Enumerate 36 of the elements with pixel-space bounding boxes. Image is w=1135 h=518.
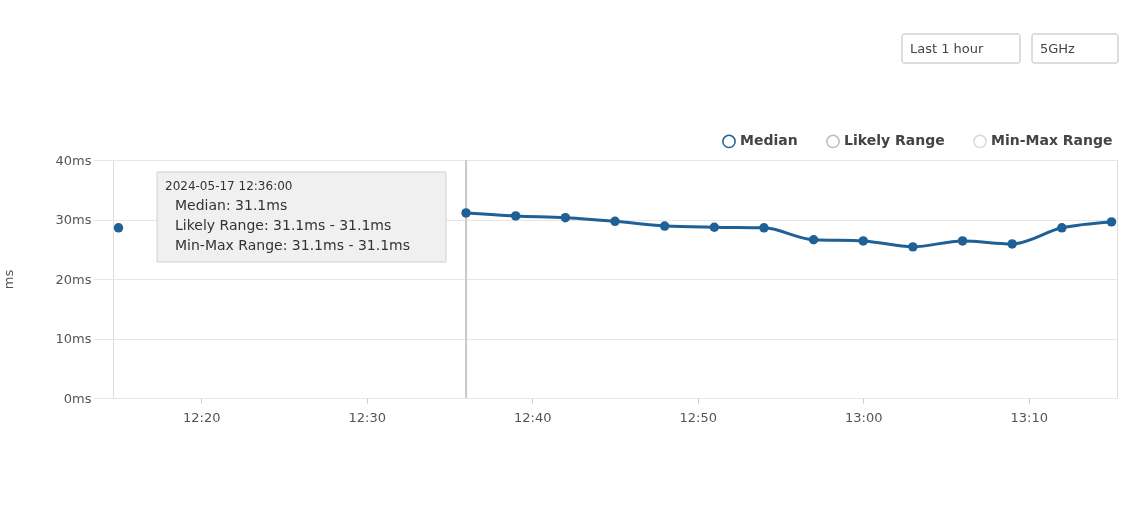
- point: [1007, 239, 1017, 249]
- point: [113, 223, 124, 233]
- point: [610, 216, 620, 227]
- x-tick-label: 12:30: [348, 409, 386, 425]
- y-tick-label: 20ms: [55, 271, 92, 287]
- y-tick-label: 30ms: [55, 212, 92, 227]
- legend-label: Median: [740, 132, 798, 149]
- y-axis-title: ms: [0, 269, 16, 290]
- point: [1106, 217, 1117, 227]
- text: Last 1 hour: [910, 41, 985, 56]
- annotation: 2024-05-17 12:36:00: [165, 179, 293, 193]
- point: [808, 235, 819, 245]
- text: 5GHz: [1040, 41, 1076, 56]
- point: [659, 221, 670, 231]
- point: [510, 211, 521, 221]
- point: [461, 208, 471, 218]
- legend-label: Likely Range: [844, 132, 945, 149]
- y-tick-label: 40ms: [55, 152, 92, 168]
- x-tick-label: 12:20: [183, 409, 221, 425]
- annotation: Median: 31.1ms: [175, 197, 288, 213]
- y-tick-label: 0ms: [63, 390, 92, 406]
- x-tick-label: 13:10: [1010, 409, 1048, 425]
- point: [759, 223, 769, 233]
- x-tick-label: 12:40: [514, 409, 552, 425]
- y-tick-label: 10ms: [55, 331, 92, 346]
- point: [858, 236, 868, 246]
- legend-label: Min-Max Range: [991, 132, 1113, 149]
- point: [957, 236, 968, 246]
- annotation: Likely Range: 31.1ms - 31.1ms: [175, 217, 392, 233]
- point: [560, 212, 571, 223]
- point: [908, 242, 918, 252]
- annotation: Min-Max Range: 31.1ms - 31.1ms: [175, 237, 410, 253]
- x-tick-label: 12:50: [679, 409, 717, 425]
- point: [1057, 223, 1067, 233]
- point: [709, 222, 720, 232]
- x-tick-label: 13:00: [845, 409, 883, 425]
